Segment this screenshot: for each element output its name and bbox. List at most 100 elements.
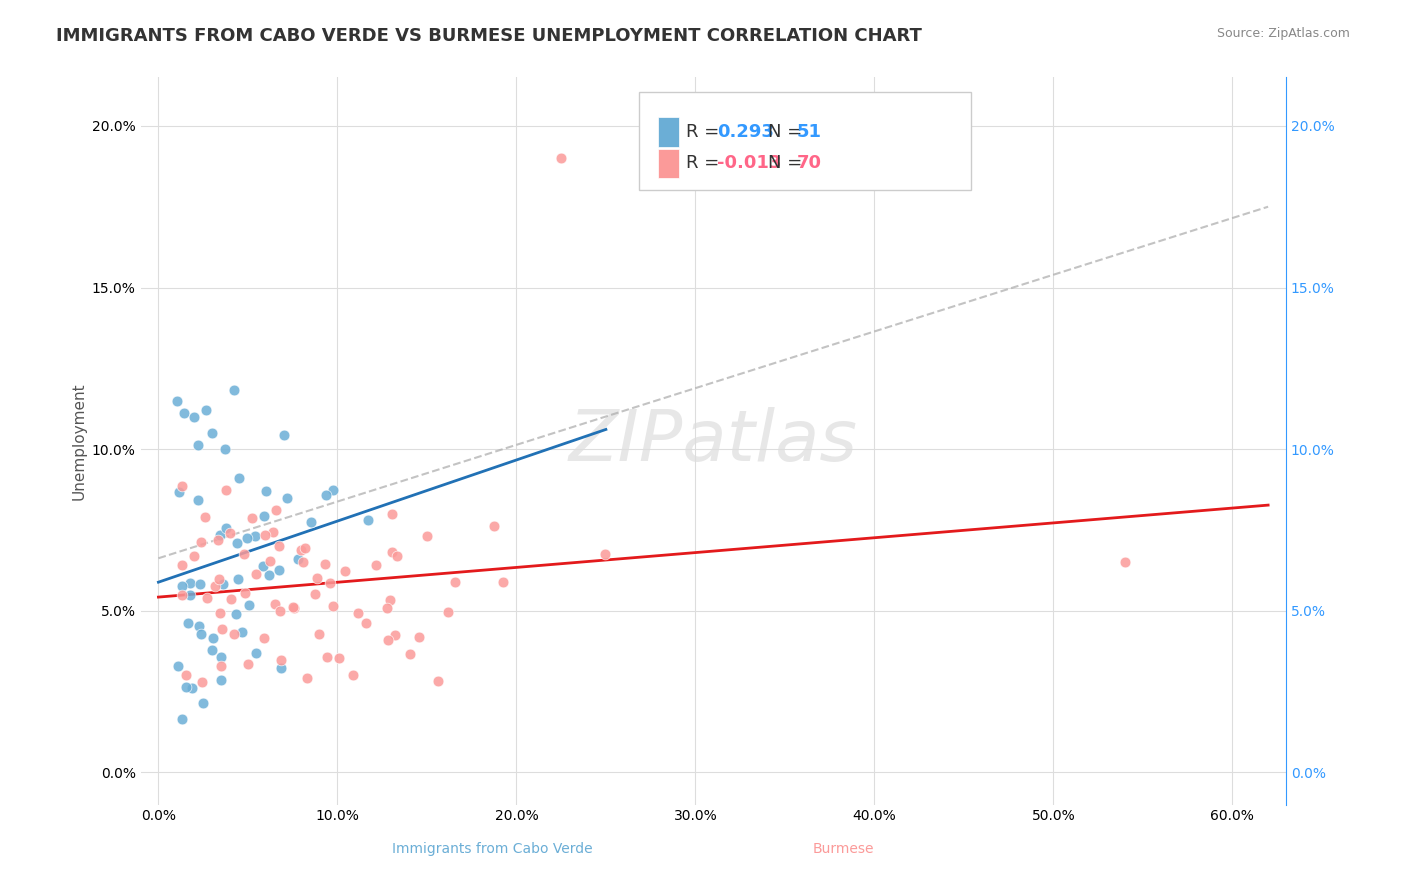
Text: Immigrants from Cabo Verde: Immigrants from Cabo Verde bbox=[392, 842, 592, 856]
Point bbox=[319, 576, 342, 591]
Point bbox=[384, 628, 406, 642]
Text: Source: ZipAtlas.com: Source: ZipAtlas.com bbox=[1216, 27, 1350, 40]
Point bbox=[225, 536, 247, 550]
Point bbox=[215, 483, 238, 497]
Point bbox=[385, 549, 408, 563]
Point bbox=[381, 507, 404, 521]
Point bbox=[283, 600, 305, 615]
Point bbox=[209, 659, 232, 673]
Point bbox=[1114, 555, 1136, 569]
Point bbox=[183, 549, 205, 563]
Point bbox=[231, 624, 253, 639]
Point bbox=[290, 542, 312, 557]
Point bbox=[287, 552, 309, 566]
Point bbox=[381, 545, 404, 559]
Text: R =: R = bbox=[686, 123, 724, 141]
Point bbox=[257, 568, 280, 582]
Point bbox=[208, 573, 231, 587]
Point bbox=[269, 604, 291, 618]
Point bbox=[253, 631, 276, 645]
Point bbox=[342, 668, 364, 682]
Text: N =: N = bbox=[768, 123, 808, 141]
Point bbox=[207, 533, 229, 547]
Point bbox=[281, 600, 304, 615]
Point bbox=[174, 680, 197, 694]
Point bbox=[194, 402, 217, 417]
Point bbox=[264, 597, 287, 611]
Point bbox=[209, 673, 232, 687]
Point bbox=[294, 541, 316, 555]
Point bbox=[238, 599, 260, 613]
Point bbox=[209, 607, 232, 621]
Point bbox=[245, 566, 267, 581]
Point bbox=[253, 527, 276, 541]
Text: 0.293: 0.293 bbox=[717, 123, 773, 141]
Point bbox=[427, 674, 450, 689]
Point bbox=[222, 383, 245, 397]
Point bbox=[235, 532, 257, 546]
Point bbox=[292, 556, 315, 570]
Point bbox=[276, 491, 298, 505]
Point bbox=[484, 519, 506, 533]
Point bbox=[222, 626, 245, 640]
Point bbox=[328, 651, 350, 665]
Point bbox=[492, 574, 515, 589]
Point bbox=[201, 643, 224, 657]
Point bbox=[377, 632, 399, 647]
Point bbox=[444, 575, 467, 590]
Point bbox=[181, 681, 204, 695]
Point bbox=[322, 599, 344, 613]
Point bbox=[209, 650, 232, 665]
Point bbox=[593, 547, 616, 561]
Point bbox=[550, 151, 572, 165]
Text: 70: 70 bbox=[797, 154, 823, 172]
Point bbox=[211, 622, 233, 636]
Point bbox=[172, 579, 194, 593]
Point bbox=[364, 558, 387, 572]
Point bbox=[252, 559, 274, 574]
Point bbox=[211, 577, 233, 591]
FancyBboxPatch shape bbox=[638, 92, 972, 190]
Point bbox=[208, 528, 231, 542]
Point bbox=[357, 513, 380, 527]
Point bbox=[218, 526, 240, 541]
Point bbox=[437, 606, 460, 620]
Point bbox=[378, 593, 401, 607]
Point bbox=[183, 409, 205, 424]
Point bbox=[243, 529, 266, 543]
Point bbox=[179, 588, 201, 602]
Point bbox=[226, 572, 249, 586]
Point bbox=[195, 591, 218, 606]
Point bbox=[354, 615, 377, 630]
Point bbox=[204, 579, 226, 593]
Text: IMMIGRANTS FROM CABO VERDE VS BURMESE UNEMPLOYMENT CORRELATION CHART: IMMIGRANTS FROM CABO VERDE VS BURMESE UN… bbox=[56, 27, 922, 45]
Point bbox=[253, 508, 276, 523]
Point bbox=[408, 630, 430, 644]
Point bbox=[307, 571, 329, 585]
Point bbox=[173, 406, 195, 420]
Point bbox=[316, 649, 339, 664]
Text: ZIPatlas: ZIPatlas bbox=[569, 407, 858, 475]
Point bbox=[190, 535, 212, 549]
Point bbox=[166, 393, 188, 408]
Point bbox=[415, 529, 437, 543]
Point bbox=[270, 653, 292, 667]
Point bbox=[322, 483, 344, 497]
Point bbox=[214, 442, 236, 456]
Point bbox=[240, 510, 263, 524]
Point bbox=[299, 515, 322, 529]
Point bbox=[201, 631, 224, 645]
Point bbox=[187, 492, 209, 507]
Point bbox=[295, 671, 318, 685]
Point bbox=[193, 696, 215, 710]
Point bbox=[215, 521, 238, 535]
Text: -0.013: -0.013 bbox=[717, 154, 782, 172]
Point bbox=[177, 615, 200, 630]
Point bbox=[190, 675, 212, 690]
Bar bbox=[658, 149, 679, 178]
Point bbox=[398, 647, 420, 661]
Point bbox=[170, 558, 193, 572]
Point bbox=[179, 576, 201, 591]
Point bbox=[201, 425, 224, 440]
Point bbox=[166, 659, 188, 673]
